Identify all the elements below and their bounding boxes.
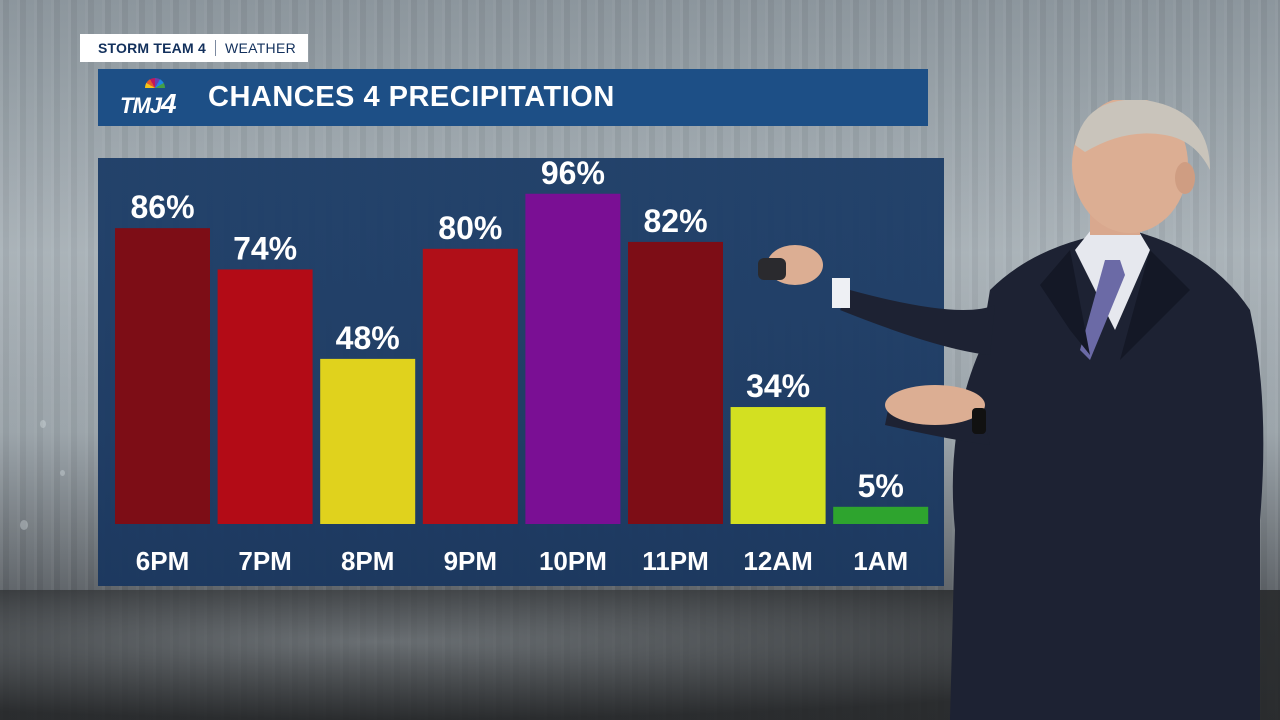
bar-value-label: 80% [438,210,502,246]
x-tick-label: 10PM [539,546,607,576]
tag-divider [214,40,216,56]
x-tick-label: 9PM [444,546,497,576]
logo-wordmark: TMJ4 [120,87,177,120]
water-droplet [20,520,28,530]
bar-value-label: 34% [746,368,810,404]
precipitation-bar-chart: 86% 6PM 74% 7PM 48% 8PM 80% 9PM 96% 10PM 82% 11PM 34… [115,158,929,576]
meteorologist-presenter [758,100,1264,720]
x-tick-label: 8PM [341,546,394,576]
station-tag: STORM TEAM 4 WEATHER [80,34,308,62]
bar-6pm [115,228,210,524]
logo-text: TMJ [120,92,162,118]
chart-title: CHANCES 4 PRECIPITATION [208,81,615,113]
title-bar: TMJ4 CHANCES 4 PRECIPITATION [98,69,928,126]
bar-8pm [320,358,416,524]
water-droplet [60,470,65,476]
bar-10pm [525,193,621,524]
bar-1am [833,506,929,524]
bar-9pm [422,248,518,525]
bar-value-label: 5% [858,468,904,504]
bar-value-label: 86% [130,189,194,225]
logo-number: 4 [161,87,177,119]
nbc-peacock-icon [145,77,165,88]
tmj4-logo: TMJ4 [120,77,190,120]
x-tick-label: 11PM [642,546,709,576]
bar-11pm [628,241,723,525]
bar-7pm [217,269,313,524]
x-tick-label: 12AM [743,546,812,576]
station-section: WEATHER [224,40,296,56]
bar-value-label: 82% [643,203,707,239]
bar-12am [730,407,826,524]
water-droplet [40,420,46,428]
x-tick-label: 7PM [238,546,291,576]
chart-panel: 86% 6PM 74% 7PM 48% 8PM 80% 9PM 96% 10PM 82% 11PM 34… [98,158,944,586]
bar-value-label: 96% [541,158,605,191]
x-tick-label: 6PM [136,546,189,576]
bar-value-label: 74% [233,230,297,266]
bar-value-label: 48% [336,320,400,356]
station-brand: STORM TEAM 4 [98,40,206,56]
x-tick-label: 1AM [853,546,908,576]
